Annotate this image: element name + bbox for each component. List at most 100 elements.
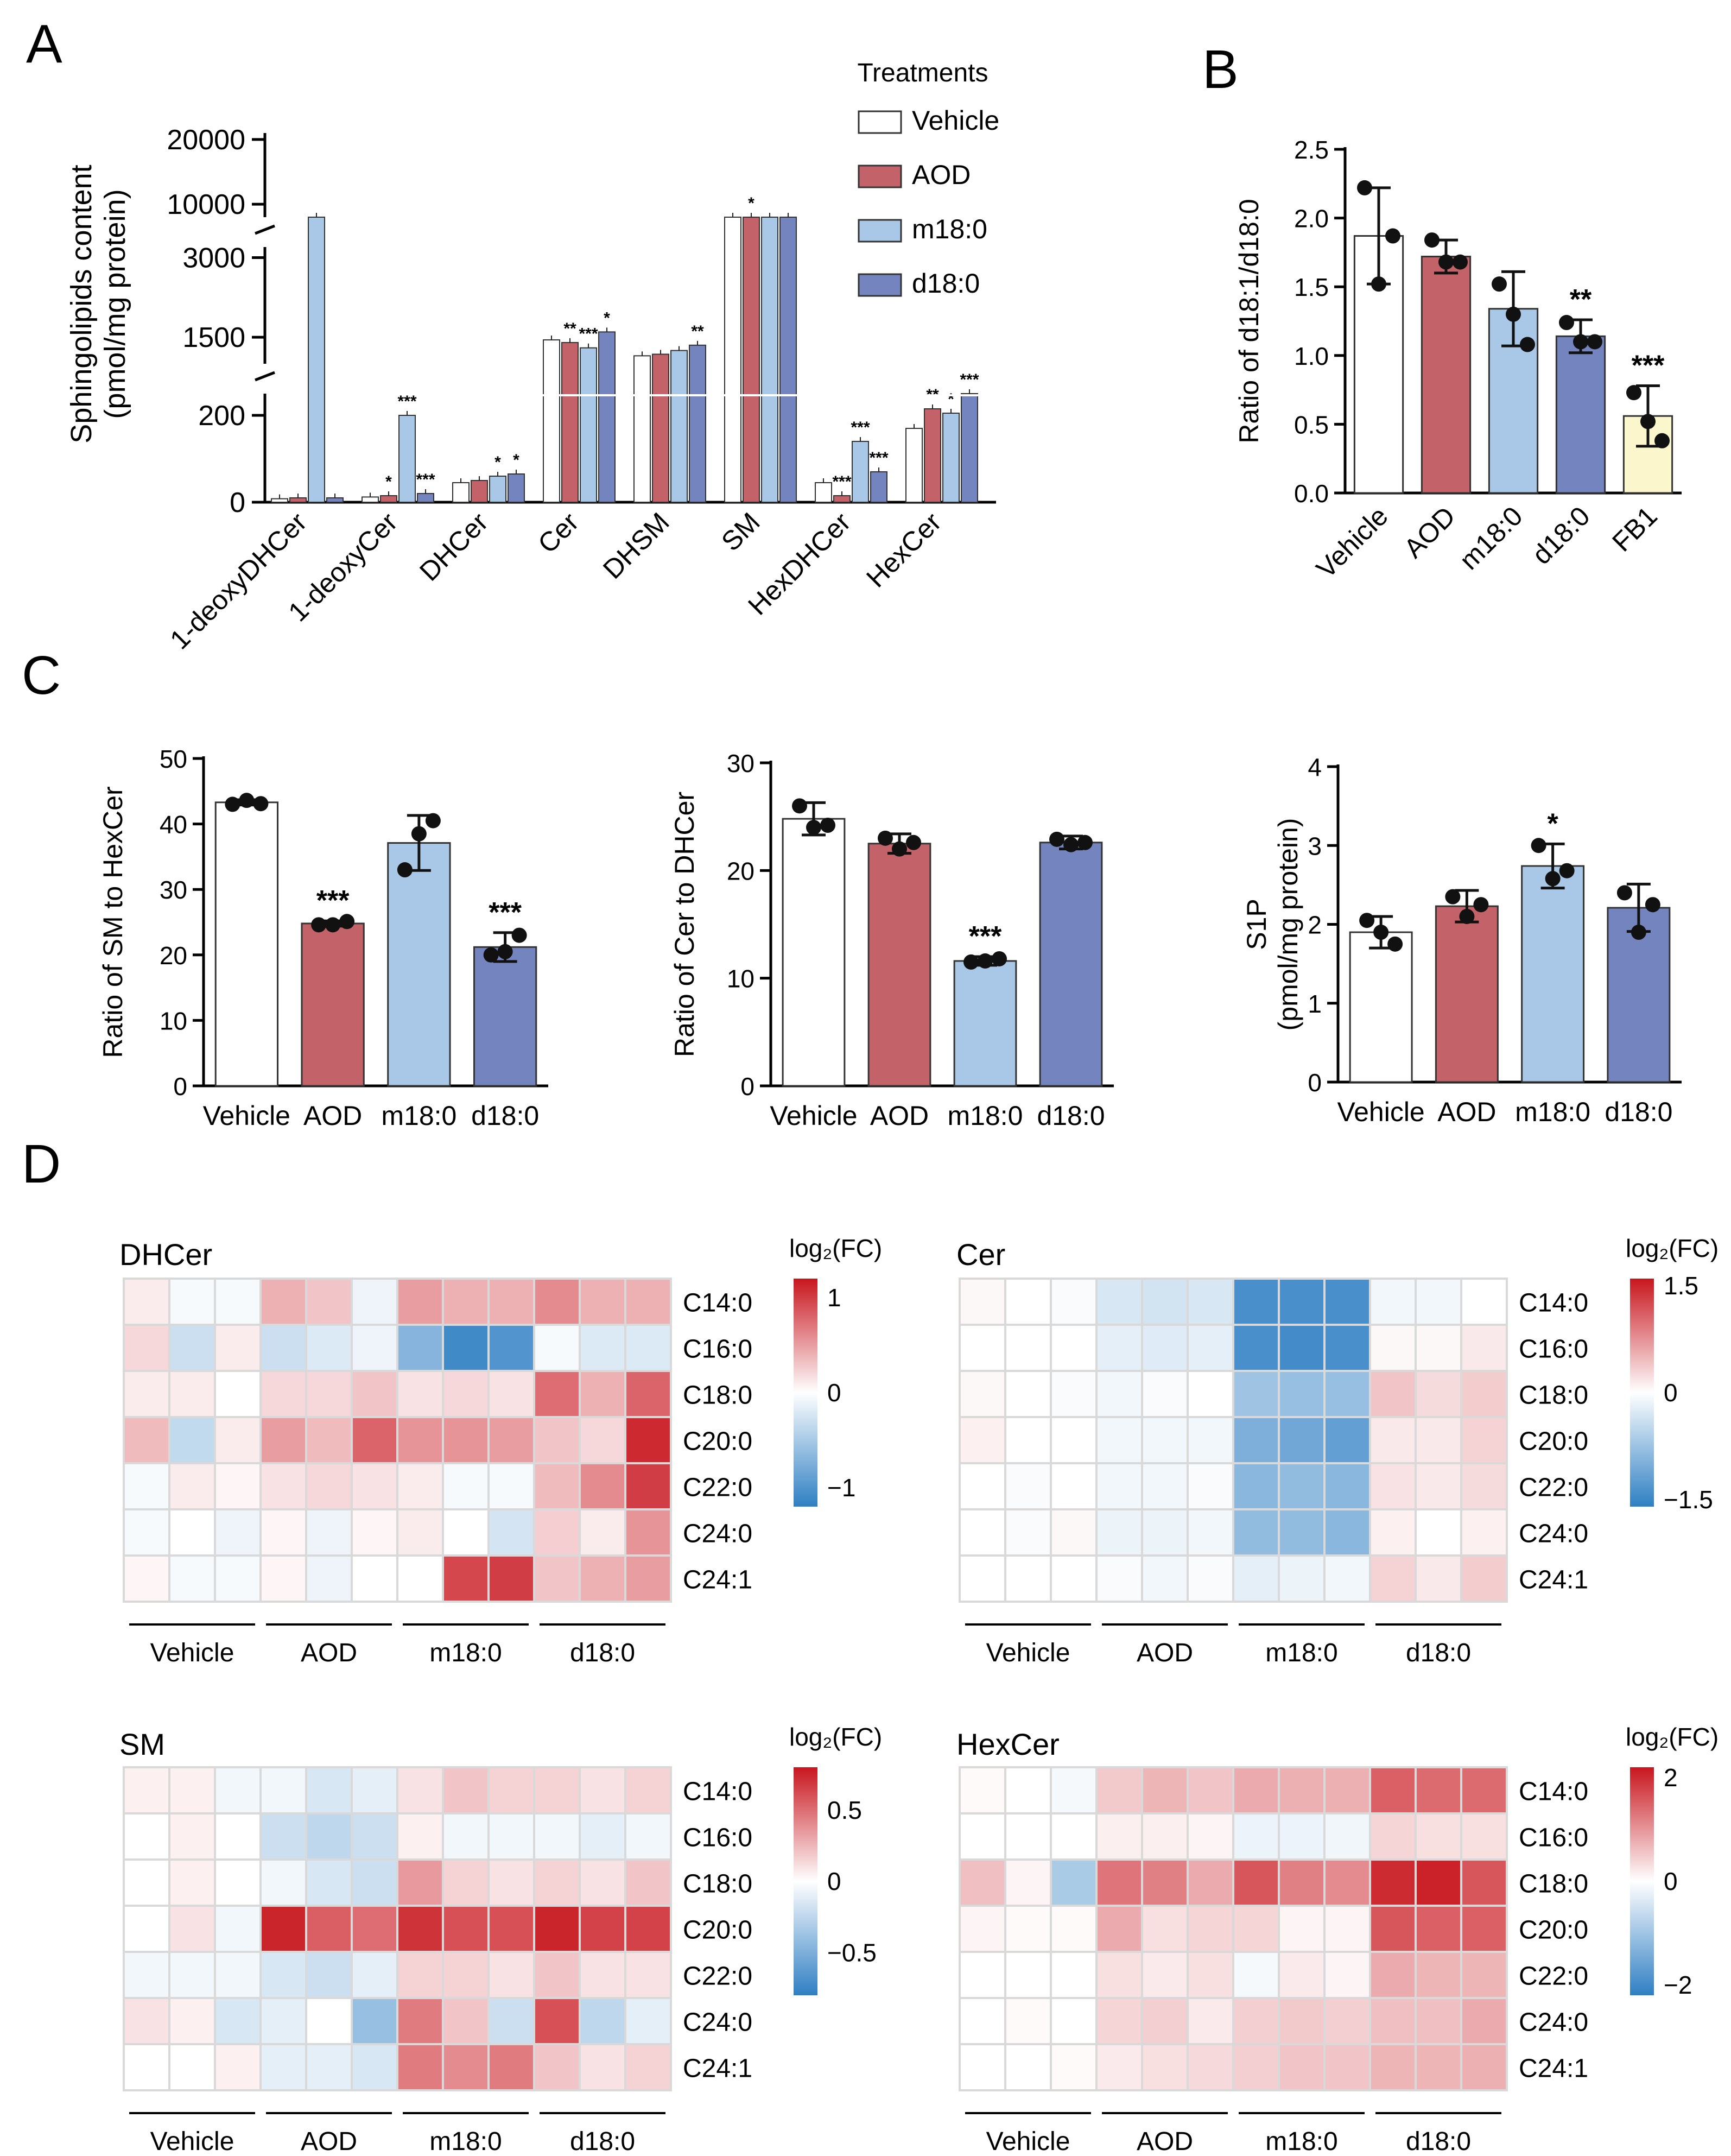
heatmap-cell xyxy=(214,1951,262,1999)
data-point xyxy=(1654,433,1670,448)
colorbar-tick-label: 2 xyxy=(1664,1763,1678,1792)
heatmap-cell xyxy=(1095,1462,1143,1510)
heatmap-cell xyxy=(214,1766,262,1814)
x-tick-label: SM xyxy=(715,507,766,557)
heatmap-cell xyxy=(1323,1324,1371,1372)
heatmap-cell xyxy=(1141,1766,1189,1814)
heatmap-cell xyxy=(396,1416,444,1464)
significance-mark: ** xyxy=(1570,284,1592,315)
heatmap-cell xyxy=(1050,1812,1098,1861)
heatmap-cell xyxy=(1460,1554,1508,1603)
heatmap-cell xyxy=(1369,1554,1417,1603)
heatmap-cell xyxy=(123,1766,170,1814)
heatmap-cell xyxy=(1050,1370,1098,1418)
heatmap-cell xyxy=(579,1812,626,1861)
colorbar-label: log₂(FC) xyxy=(1626,1723,1719,1751)
y-tick-label: 0 xyxy=(230,487,245,519)
colorbar xyxy=(1630,1767,1654,1995)
legend-label: AOD xyxy=(912,160,971,190)
heatmap-cell xyxy=(1232,1858,1280,1907)
heatmap-cell xyxy=(1369,1508,1417,1557)
y-axis-label: Sphingolipids content xyxy=(65,165,98,443)
significance-mark: *** xyxy=(960,371,979,389)
y-axis-label: Ratio of Cer to DHCer xyxy=(669,792,700,1057)
y-tick-label: 1.5 xyxy=(1294,273,1329,301)
heatmap-cell xyxy=(442,2043,490,2091)
heatmap-cell xyxy=(1369,1462,1417,1510)
panel-label-b: B xyxy=(1202,39,1239,100)
data-point xyxy=(892,841,907,857)
heatmap-cell xyxy=(1369,2043,1417,2091)
heatmap-cell xyxy=(1232,1324,1280,1372)
heatmap-cell xyxy=(1278,2043,1326,2091)
bar xyxy=(271,498,288,503)
colorbar-label: log₂(FC) xyxy=(1626,1234,1719,1262)
heatmap-cell xyxy=(259,1812,307,1861)
data-point xyxy=(1459,908,1475,924)
bar xyxy=(1435,905,1499,1083)
x-tick-label: d18:0 xyxy=(1526,501,1596,570)
heatmap-cell xyxy=(442,1416,490,1464)
heatmap-cell xyxy=(442,1766,490,1814)
heatmap-row-label: C24:0 xyxy=(683,2008,752,2037)
heatmap-cell xyxy=(533,1278,581,1326)
heatmap-cell xyxy=(123,1905,170,1953)
heatmap-cell xyxy=(624,1278,672,1326)
heatmap-row-label: C24:0 xyxy=(683,1520,752,1548)
heatmap-cell xyxy=(1460,1812,1508,1861)
heatmap-cell xyxy=(396,1766,444,1814)
heatmap-cell xyxy=(305,1812,353,1861)
group-label: m18:0 xyxy=(1265,1639,1337,1667)
heatmap-cell xyxy=(1415,2043,1462,2091)
heatmap-cell xyxy=(214,1997,262,2045)
x-tick-label: d18:0 xyxy=(1037,1101,1105,1131)
heatmap-cell xyxy=(1323,1370,1371,1418)
heatmap-row-label: C22:0 xyxy=(1519,1474,1588,1502)
significance-mark: *** xyxy=(851,419,870,437)
heatmap-cell xyxy=(1232,1812,1280,1861)
heatmap-cell xyxy=(1141,1812,1189,1861)
group-label: AOD xyxy=(301,1639,357,1667)
x-tick-label: DHSM xyxy=(597,507,675,585)
heatmap-cell xyxy=(1369,1416,1417,1464)
bar xyxy=(543,339,560,503)
legend-swatch xyxy=(858,110,902,134)
heatmap-cell xyxy=(1187,1858,1234,1907)
heatmap-cell xyxy=(168,1416,216,1464)
x-tick-label: Vehicle xyxy=(203,1101,290,1131)
y-tick-label: 3 xyxy=(1308,832,1322,860)
y-tick-label: 20 xyxy=(727,857,754,885)
data-point xyxy=(1387,936,1403,952)
heatmap-cell xyxy=(1004,1951,1052,1999)
heatmap-cell xyxy=(624,1324,672,1372)
heatmap-cell xyxy=(1004,1324,1052,1372)
bar xyxy=(833,495,851,503)
data-point xyxy=(963,954,979,970)
heatmap-cell xyxy=(1004,1416,1052,1464)
heatmap-cell xyxy=(1095,1278,1143,1326)
heatmap-cell xyxy=(214,2043,262,2091)
heatmap-row-label: C14:0 xyxy=(1519,1289,1588,1318)
heatmap-cell xyxy=(168,1858,216,1907)
x-tick-label: d18:0 xyxy=(471,1101,539,1131)
heatmap-cell xyxy=(305,1905,353,1953)
heatmap-cell xyxy=(1095,1812,1143,1861)
heatmap-cell xyxy=(1141,1858,1189,1907)
significance-mark: * xyxy=(513,451,519,469)
heatmap-cell xyxy=(1050,1554,1098,1603)
heatmap-cell xyxy=(1141,1997,1189,2045)
heatmap-cell xyxy=(1187,1508,1234,1557)
bar xyxy=(580,347,597,503)
data-point xyxy=(497,944,513,959)
heatmap-cell xyxy=(579,1997,626,2045)
heatmap-cell xyxy=(1232,1905,1280,1953)
heatmap-cell xyxy=(1415,1278,1462,1326)
heatmap-cell xyxy=(259,1370,307,1418)
heatmap-cell xyxy=(1095,1858,1143,1907)
significance-mark: *** xyxy=(969,921,1002,952)
data-point xyxy=(1049,831,1064,847)
data-point xyxy=(1559,863,1575,878)
heatmap-cer: Cer C14:0 C16:0 C18:0 C20:0 C22:0 C24:0 C24:1 Ve… xyxy=(956,1234,1719,1667)
bar xyxy=(870,471,887,503)
heatmap-cell xyxy=(168,2043,216,2091)
